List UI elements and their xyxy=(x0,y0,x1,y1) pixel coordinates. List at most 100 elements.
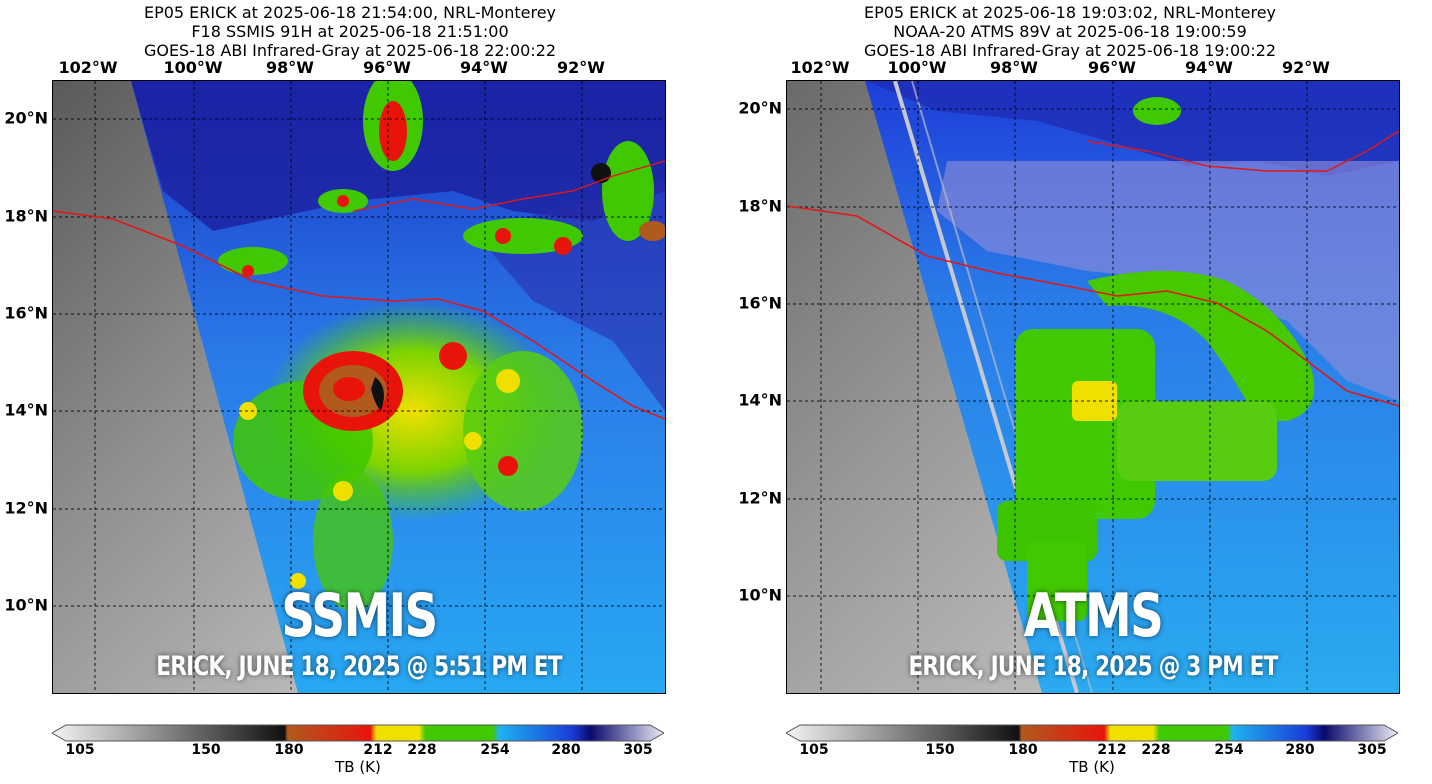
storm-east-band xyxy=(463,351,583,511)
ssmis-graticule xyxy=(53,81,665,693)
ssmis-title-block: EP05 ERICK at 2025-06-18 21:54:00, NRL-M… xyxy=(0,3,700,60)
ssmis-lat-label: 16°N xyxy=(4,303,48,323)
ssmis-colorbar: 105 150 180 212 228 254 280 305 TB (K) xyxy=(50,724,666,784)
ssmis-overlay-title: SSMIS xyxy=(281,581,438,651)
atms-lat-label: 20°N xyxy=(738,98,782,118)
atms-land-cold xyxy=(867,81,1399,176)
storm-eye-dark xyxy=(371,377,384,411)
atms-storm-east xyxy=(1117,401,1277,481)
atms-lon-label: 102°W xyxy=(790,58,850,77)
atms-lat-label: 12°N xyxy=(738,488,782,508)
colorbar-tick: 212 xyxy=(1097,742,1127,758)
colorbar-tick: 254 xyxy=(1214,742,1244,758)
convection-cell xyxy=(554,237,572,255)
colorbar-tick: 305 xyxy=(1357,742,1387,758)
atms-land-lavender xyxy=(937,161,1399,401)
atms-title-line-2: NOAA-20 ATMS 89V at 2025-06-18 19:00:59 xyxy=(893,22,1247,41)
ssmis-coastline xyxy=(53,210,665,420)
atms-lon-label: 92°W xyxy=(1282,58,1330,77)
atms-storm-band xyxy=(1087,271,1315,421)
colorbar-tick: 212 xyxy=(363,742,393,758)
atms-lat-label: 14°N xyxy=(738,390,782,410)
convection-core-brown xyxy=(639,221,665,241)
convection-cell xyxy=(333,481,353,501)
ssmis-longitude-labels: 102°W 100°W 98°W 96°W 94°W 92°W xyxy=(0,58,700,80)
north-band-core xyxy=(379,101,407,161)
ssmis-lon-label: 94°W xyxy=(460,58,508,77)
ssmis-title-line-1: EP05 ERICK at 2025-06-18 21:54:00, NRL-M… xyxy=(143,3,557,22)
north-east-band xyxy=(463,218,583,254)
convection-cell xyxy=(337,195,349,207)
atms-title-line-3: GOES-18 ABI Infrared-Gray at 2025-06-18 … xyxy=(863,41,1277,60)
ssmis-map: SSMIS ERICK, JUNE 18, 2025 @ 5:51 PM ET xyxy=(52,80,666,694)
colorbar-tick: 305 xyxy=(623,742,653,758)
atms-colorbar-bar xyxy=(784,724,1400,742)
ssmis-lat-label: 10°N xyxy=(4,595,48,615)
atms-longitude-labels: 102°W 100°W 98°W 96°W 94°W 92°W xyxy=(720,58,1420,80)
atms-overlay-title: ATMS xyxy=(1023,581,1164,651)
ssmis-title-line-2: F18 SSMIS 91H at 2025-06-18 21:51:00 xyxy=(191,22,509,41)
atms-lon-label: 96°W xyxy=(1088,58,1136,77)
atms-title-line-1: EP05 ERICK at 2025-06-18 19:03:02, NRL-M… xyxy=(863,3,1277,22)
ssmis-colorbar-label: TB (K) xyxy=(335,758,381,776)
ssmis-lat-label: 18°N xyxy=(4,206,48,226)
atms-colorbar: 105 150 180 212 228 254 280 305 TB (K) xyxy=(784,724,1400,784)
colorbar-tick: 180 xyxy=(274,742,304,758)
convection-cell xyxy=(496,369,520,393)
ssmis-overlay-subtitle: ERICK, JUNE 18, 2025 @ 5:51 PM ET xyxy=(156,651,562,682)
convection-cell xyxy=(242,265,254,277)
atms-colorbar-ticks: 105 150 180 212 228 254 280 305 xyxy=(786,742,1398,762)
atms-coastline xyxy=(787,205,1399,407)
ssmis-lon-label: 102°W xyxy=(58,58,118,77)
ssmis-lon-label: 92°W xyxy=(557,58,605,77)
convection-cell xyxy=(439,342,467,370)
atms-lat-label: 16°N xyxy=(738,293,782,313)
ssmis-map-image xyxy=(53,81,665,693)
atms-latitude-labels: 20°N 18°N 16°N 14°N 12°N 10°N xyxy=(720,0,786,784)
colorbar-tick: 228 xyxy=(407,742,437,758)
atms-gulf-coastline xyxy=(1086,130,1399,172)
storm-south-band xyxy=(313,471,393,611)
east-band xyxy=(602,141,654,241)
ssmis-title-line-3: GOES-18 ABI Infrared-Gray at 2025-06-18 … xyxy=(143,41,557,60)
atms-map-image xyxy=(787,81,1399,693)
colorbar-tick: 150 xyxy=(925,742,955,758)
atms-graticule xyxy=(787,81,1399,693)
atms-lat-label: 18°N xyxy=(738,196,782,216)
atms-overlay-subtitle: ERICK, JUNE 18, 2025 @ 3 PM ET xyxy=(908,651,1278,682)
storm-eye xyxy=(333,377,365,401)
ssmis-lat-label: 14°N xyxy=(4,400,48,420)
atms-lon-label: 94°W xyxy=(1185,58,1233,77)
atms-title-block: EP05 ERICK at 2025-06-18 19:03:02, NRL-M… xyxy=(720,3,1420,60)
ssmis-panel: EP05 ERICK at 2025-06-18 21:54:00, NRL-M… xyxy=(0,0,700,784)
convection-cell xyxy=(290,573,306,589)
convection-cell xyxy=(495,228,511,244)
colorbar-tick: 280 xyxy=(1285,742,1315,758)
atms-map: ATMS ERICK, JUNE 18, 2025 @ 3 PM ET xyxy=(786,80,1400,694)
ssmis-latitude-labels: 20°N 18°N 16°N 14°N 12°N 10°N xyxy=(0,0,52,784)
atms-lon-label: 98°W xyxy=(990,58,1038,77)
convection-cell xyxy=(498,456,518,476)
ssmis-lat-label: 20°N xyxy=(4,108,48,128)
atms-panel: EP05 ERICK at 2025-06-18 19:03:02, NRL-M… xyxy=(720,0,1420,784)
ssmis-colorbar-bar xyxy=(50,724,666,742)
colorbar-tick: 254 xyxy=(480,742,510,758)
colorbar-tick: 180 xyxy=(1008,742,1038,758)
atms-lat-label: 10°N xyxy=(738,585,782,605)
convection-cell xyxy=(464,432,482,450)
ssmis-lon-label: 100°W xyxy=(163,58,223,77)
ssmis-gulf-coastline xyxy=(352,160,665,212)
colorbar-tick: 280 xyxy=(551,742,581,758)
atms-colorbar-label: TB (K) xyxy=(1069,758,1115,776)
atms-north-band xyxy=(1133,97,1181,125)
colorbar-tick: 105 xyxy=(799,742,829,758)
colorbar-tick: 150 xyxy=(191,742,221,758)
ssmis-colorbar-ticks: 105 150 180 212 228 254 280 305 xyxy=(52,742,664,762)
colorbar-tick: 228 xyxy=(1141,742,1171,758)
ssmis-lat-label: 12°N xyxy=(4,498,48,518)
atms-storm-tail xyxy=(1027,541,1087,621)
ssmis-lon-label: 96°W xyxy=(363,58,411,77)
west-band xyxy=(218,247,288,275)
atms-lon-label: 100°W xyxy=(887,58,947,77)
colorbar-tick: 105 xyxy=(65,742,95,758)
